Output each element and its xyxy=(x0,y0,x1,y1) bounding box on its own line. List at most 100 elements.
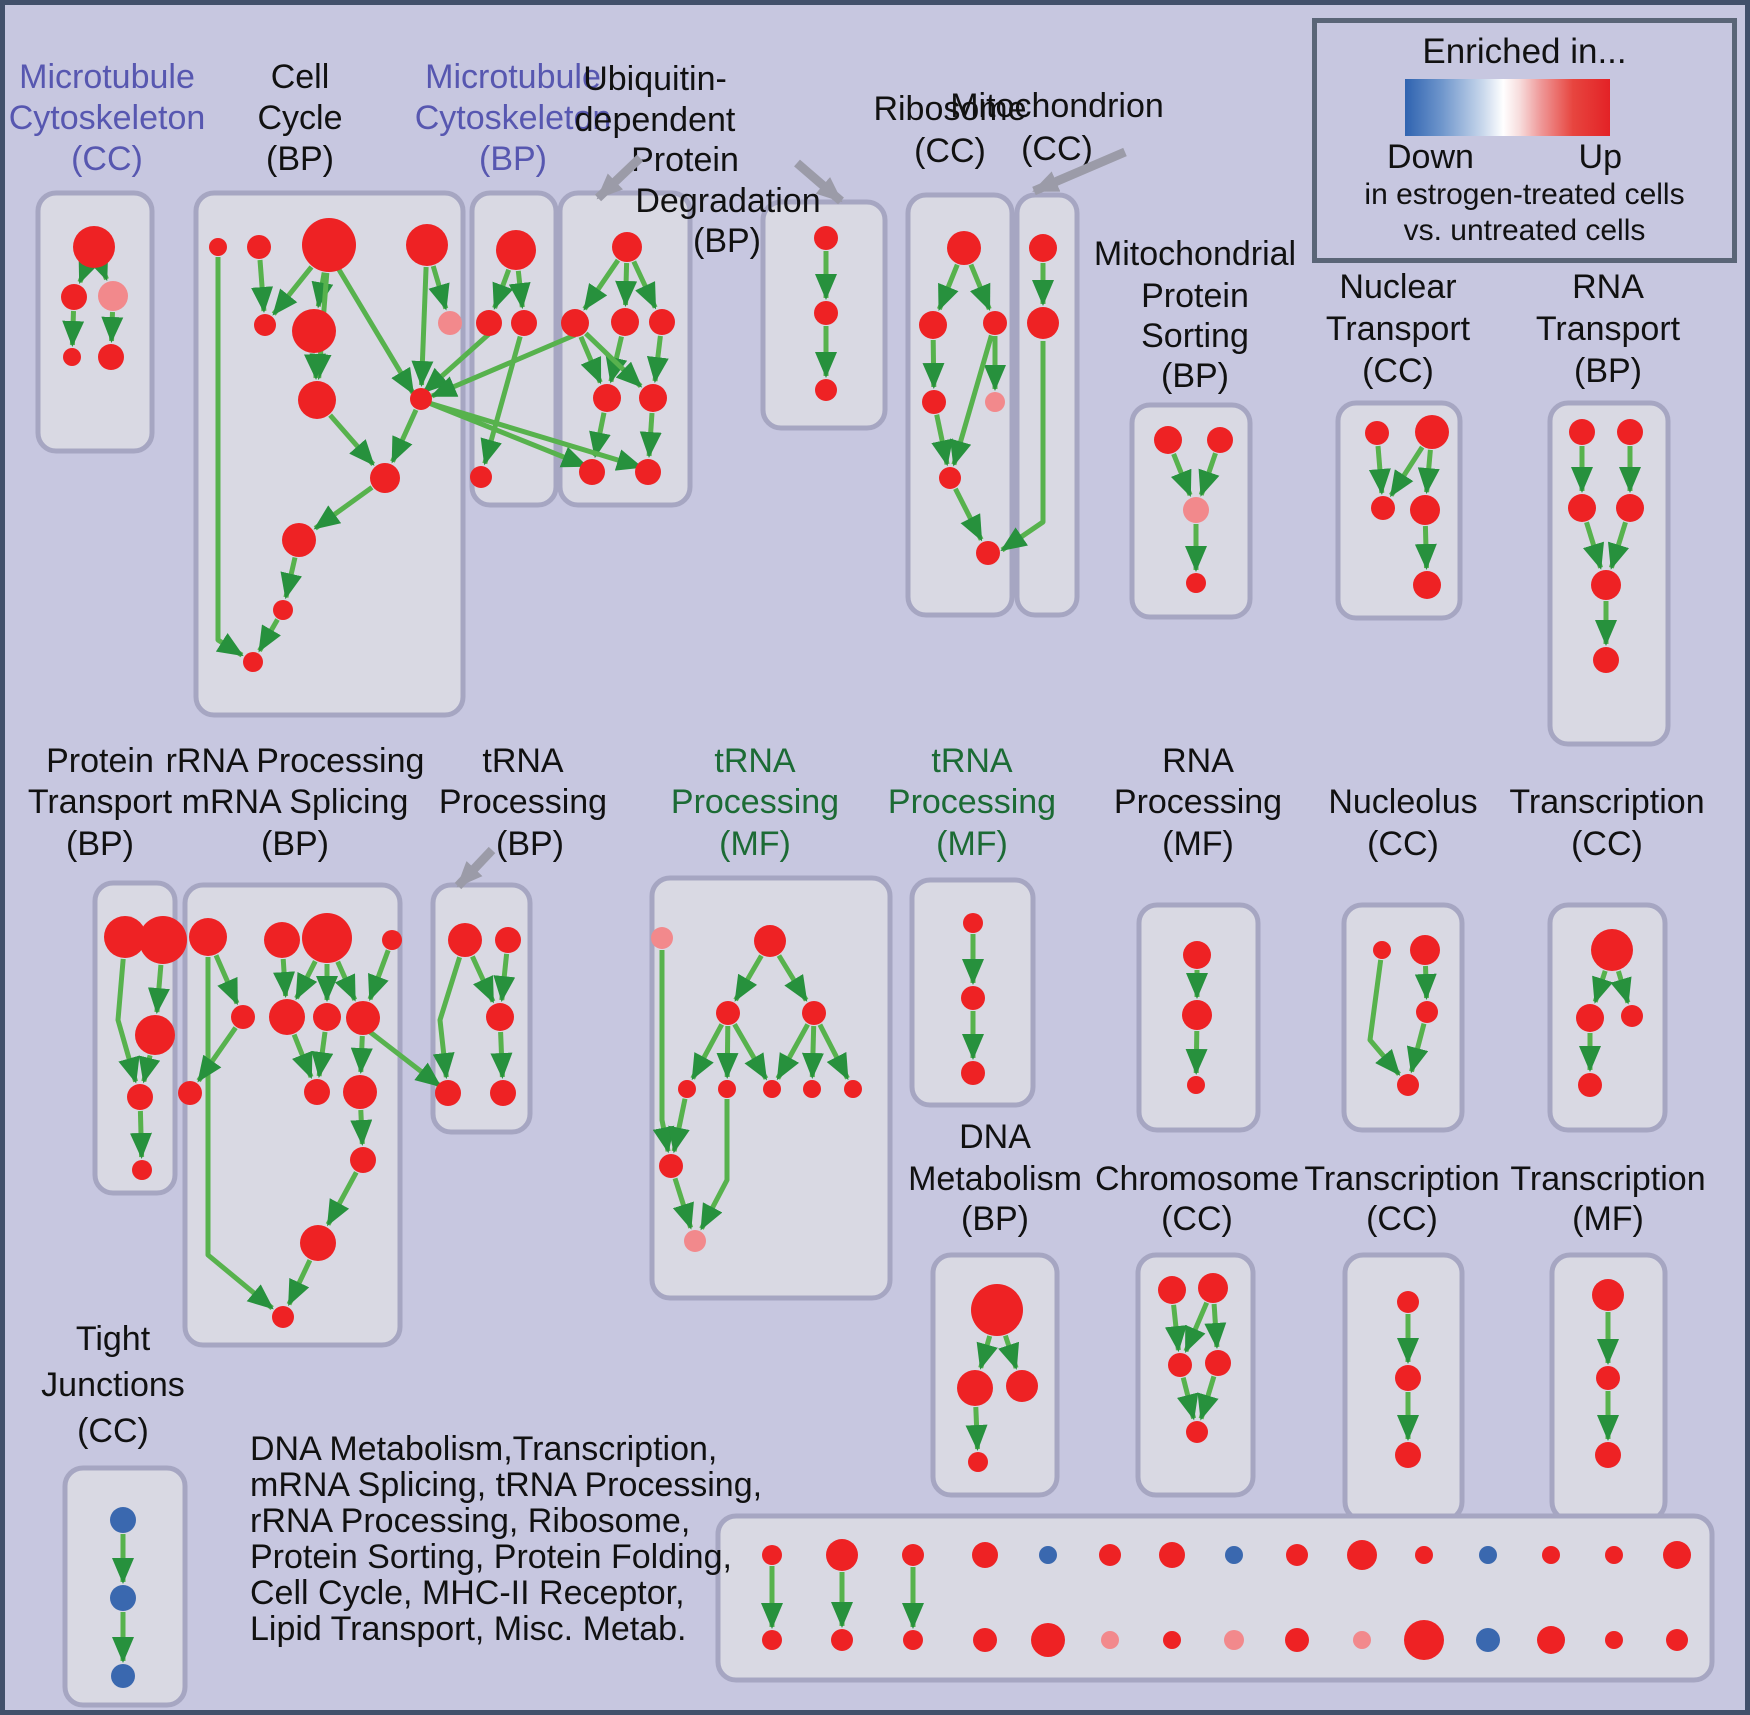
go-term-node xyxy=(762,1630,782,1650)
go-term-node xyxy=(1182,1000,1212,1030)
go-term-node xyxy=(802,1001,826,1025)
go-term-node xyxy=(139,916,187,964)
edge-arrow xyxy=(470,955,496,1004)
edge-arrow xyxy=(1183,1301,1209,1354)
cluster-box-microtubule-cc xyxy=(35,190,155,454)
go-term-node xyxy=(983,311,1007,335)
go-term-node xyxy=(1183,497,1209,523)
go-term-node xyxy=(61,284,87,310)
edge-arrow xyxy=(350,1035,373,1074)
edge-arrow xyxy=(1607,521,1630,570)
go-term-node xyxy=(844,1080,862,1098)
legend-up-label: Up xyxy=(1578,138,1622,176)
cluster-label-rna-transport: RNA xyxy=(1572,268,1644,306)
go-term-node xyxy=(1285,1628,1309,1652)
go-term-node xyxy=(247,235,271,259)
go-term-node xyxy=(104,916,146,958)
cluster-label-nucleolus: Nucleolus xyxy=(1328,783,1477,821)
edge-arrow xyxy=(1406,1022,1429,1074)
cluster-label-nuclear-transport: Nuclear xyxy=(1339,268,1456,306)
legend-caption-1: in estrogen-treated cells xyxy=(1364,178,1685,211)
edge-arrow xyxy=(1164,1304,1187,1353)
cluster-box-transcription-cc-mid xyxy=(1547,902,1668,1133)
go-term-node xyxy=(561,309,589,337)
cluster-label-ribosome: (CC) xyxy=(914,132,986,170)
go-term-node xyxy=(300,1225,336,1261)
go-term-node xyxy=(1168,1353,1192,1377)
cluster-label-trna-processing-mf-large: Processing xyxy=(671,783,839,821)
label-pointer-arrow xyxy=(1032,147,1127,196)
edge-arrow xyxy=(328,413,376,467)
cluster-label-dna-metabolism: (BP) xyxy=(961,1200,1029,1238)
edge-arrow xyxy=(733,954,764,1002)
cluster-label-trna-processing-mf-narrow: Processing xyxy=(888,783,1056,821)
go-term-node xyxy=(972,1542,998,1568)
go-term-node xyxy=(1186,573,1206,593)
go-term-node xyxy=(593,384,621,412)
go-term-node xyxy=(73,226,115,268)
cluster-label-mitochondrial-protein-sorting: (BP) xyxy=(1161,357,1229,395)
go-term-node xyxy=(716,1001,740,1025)
edge-arrow xyxy=(492,268,514,310)
go-term-node xyxy=(302,218,356,272)
go-term-node xyxy=(1371,496,1395,520)
cluster-label-trna-processing-mf-narrow: tRNA xyxy=(931,742,1013,780)
cluster-label-nucleolus: (CC) xyxy=(1367,825,1439,863)
go-term-node xyxy=(1605,1546,1623,1564)
go-term-node xyxy=(98,344,124,370)
misc-line: rRNA Processing, Ribosome, xyxy=(250,1502,691,1540)
cluster-label-ubiquitin-label: Protein xyxy=(631,141,739,179)
go-term-node xyxy=(269,999,305,1035)
cluster-label-ribosome: Ribosome xyxy=(873,90,1026,128)
edge-arrow xyxy=(334,960,358,1002)
edge-arrow xyxy=(584,331,643,389)
go-term-node xyxy=(718,1080,736,1098)
cluster-label-microtubule-cc: Cytoskeleton xyxy=(9,99,206,137)
edge-arrow xyxy=(390,408,419,464)
go-term-node xyxy=(292,309,336,353)
edge-arrow xyxy=(1367,959,1401,1076)
go-term-node xyxy=(1617,419,1643,445)
misc-line: DNA Metabolism,Transcription, xyxy=(250,1430,718,1468)
edge-arrow xyxy=(578,335,603,385)
go-term-node xyxy=(611,308,639,336)
edge-arrow xyxy=(62,310,85,347)
edge-arrow xyxy=(428,265,450,311)
edge-arrow xyxy=(101,311,124,343)
go-term-node xyxy=(298,381,336,419)
go-term-node xyxy=(272,1306,294,1328)
cluster-label-microtubule-bp: (BP) xyxy=(479,140,547,178)
go-term-node xyxy=(1187,1076,1205,1094)
go-term-node xyxy=(1479,1546,1497,1564)
cluster-label-protein-transport: Transport xyxy=(28,783,173,821)
cluster-label-trna-processing-mf-large: (MF) xyxy=(719,825,791,863)
go-term-node xyxy=(635,459,661,485)
cluster-label-transcription-cc-bottom: Transcription xyxy=(1304,1160,1499,1198)
misc-line: Protein Sorting, Protein Folding, xyxy=(250,1538,732,1576)
go-term-node xyxy=(209,238,227,256)
go-term-node xyxy=(343,1075,377,1109)
go-term-node xyxy=(815,379,837,401)
go-term-node xyxy=(127,1084,153,1110)
go-term-node xyxy=(470,466,492,488)
go-term-node xyxy=(826,1539,858,1571)
cluster-label-mitochondrial-protein-sorting: Mitochondrial xyxy=(1094,235,1296,273)
edge-arrow xyxy=(582,258,621,311)
legend-down-label: Down xyxy=(1387,138,1474,176)
go-term-node xyxy=(973,1628,997,1652)
go-term-node xyxy=(511,310,537,336)
go-term-node xyxy=(1154,426,1182,454)
edge-arrow xyxy=(922,339,945,389)
go-term-node xyxy=(1286,1544,1308,1566)
go-term-node xyxy=(1101,1631,1119,1649)
go-term-node xyxy=(1347,1540,1377,1570)
go-term-node xyxy=(1224,1630,1244,1650)
cluster-label-tight-junctions: (CC) xyxy=(77,1412,149,1450)
label-pointer-arrow xyxy=(794,159,844,205)
cluster-label-rrna-processing-mrna-splicing: rRNA Processing xyxy=(166,742,425,780)
edge-arrow xyxy=(936,263,960,312)
cluster-label-transcription-cc-mid: Transcription xyxy=(1509,783,1704,821)
edge-arrow xyxy=(313,485,374,531)
edge-arrow xyxy=(775,1023,810,1081)
edge-arrow xyxy=(776,954,809,1002)
